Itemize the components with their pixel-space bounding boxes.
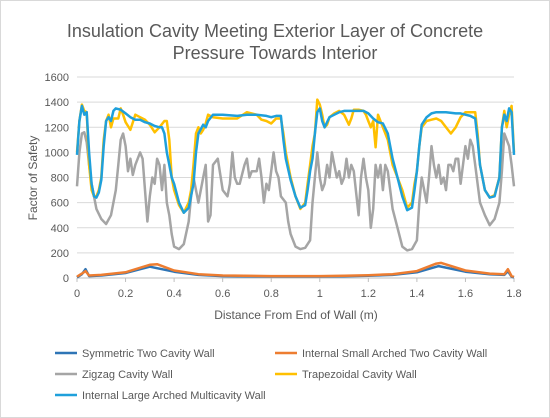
- x-tick-label: 1.2: [361, 288, 376, 300]
- x-tick-label: 0.6: [215, 288, 230, 300]
- legend-label: Internal Large Arched Multicavity Wall: [82, 390, 266, 402]
- y-tick-label: 1000: [45, 147, 69, 159]
- x-tick-label: 0.2: [118, 288, 133, 300]
- y-tick-label: 1200: [45, 122, 69, 134]
- legend-label: Trapezoidal Cavity Wall: [302, 369, 417, 381]
- y-axis-ticks: 0 200 400 600 800 1000 1200 1400 1600: [45, 72, 69, 285]
- x-tick-label: 0.8: [264, 288, 279, 300]
- y-tick-label: 800: [51, 173, 69, 185]
- x-tick-label: 1: [317, 288, 323, 300]
- chart-title-line-2: Pressure Towards Interior: [173, 43, 378, 63]
- y-tick-label: 400: [51, 223, 69, 235]
- chart-legend: Symmetric Two Cavity Wall Internal Small …: [55, 348, 487, 402]
- y-tick-label: 1400: [45, 97, 69, 109]
- legend-label: Internal Small Arched Two Cavity Wall: [302, 348, 487, 360]
- x-tick-label: 0: [74, 288, 80, 300]
- chart-title-line-1: Insulation Cavity Meeting Exterior Layer…: [67, 21, 483, 41]
- y-tick-label: 0: [63, 273, 69, 285]
- series-lines: [75, 98, 516, 279]
- series-line-3: [75, 131, 516, 252]
- x-axis-title: Distance From End of Wall (m): [214, 308, 378, 322]
- legend-label: Symmetric Two Cavity Wall: [82, 348, 215, 360]
- x-tick-label: 1.4: [409, 288, 424, 300]
- x-tick-label: 1.8: [506, 288, 521, 300]
- y-axis-title: Factor of Safety: [26, 136, 40, 221]
- series-line-2: [76, 261, 515, 278]
- y-tick-label: 200: [51, 248, 69, 260]
- x-axis-ticks: 0 0.2 0.4 0.6 0.8 1 1.2 1.4 1.6 1.8: [74, 277, 522, 300]
- y-tick-label: 1600: [45, 72, 69, 84]
- legend-label: Zigzag Cavity Wall: [82, 369, 173, 381]
- x-tick-label: 0.4: [166, 288, 181, 300]
- series-line-5: [75, 104, 516, 214]
- x-tick-label: 1.6: [458, 288, 473, 300]
- y-tick-label: 600: [51, 198, 69, 210]
